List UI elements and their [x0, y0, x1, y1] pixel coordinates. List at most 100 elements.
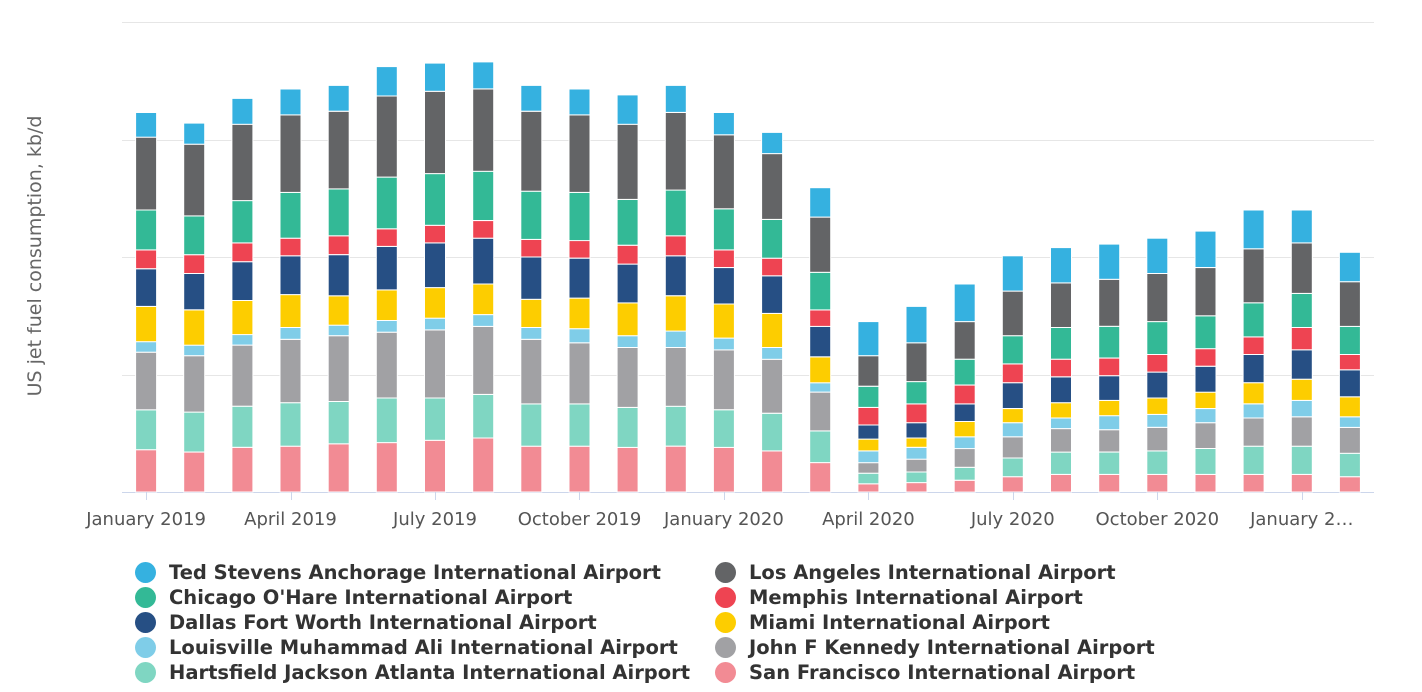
- bar-segment[interactable]: [279, 237, 302, 257]
- bar-segment[interactable]: [1290, 209, 1313, 244]
- bar-segment[interactable]: [135, 112, 158, 138]
- bar-segment[interactable]: [472, 314, 495, 327]
- bar-segment[interactable]: [1194, 230, 1217, 269]
- bar-segment[interactable]: [953, 448, 976, 468]
- bar-segment[interactable]: [1098, 278, 1121, 327]
- bar-segment[interactable]: [135, 351, 158, 411]
- bar-segment[interactable]: [1338, 251, 1361, 283]
- bar-segment[interactable]: [1338, 416, 1361, 428]
- bar-segment[interactable]: [664, 295, 687, 332]
- bar-segment[interactable]: [761, 312, 784, 348]
- bar-segment[interactable]: [279, 191, 302, 239]
- legend-item[interactable]: Los Angeles International Airport: [715, 561, 1275, 584]
- bar-segment[interactable]: [424, 329, 446, 399]
- bar-segment[interactable]: [664, 84, 687, 113]
- bar-segment[interactable]: [712, 267, 735, 305]
- bar-segment[interactable]: [231, 123, 254, 202]
- bar-segment[interactable]: [1146, 473, 1169, 493]
- bar-segment[interactable]: [472, 170, 495, 221]
- legend-item[interactable]: Hartsfield Jackson Atlanta International…: [135, 661, 715, 684]
- bar-segment[interactable]: [761, 412, 784, 452]
- bar-segment[interactable]: [953, 421, 976, 438]
- bar-segment[interactable]: [135, 268, 158, 307]
- bar-segment[interactable]: [712, 349, 735, 411]
- bar-segment[interactable]: [761, 131, 784, 155]
- bar-segment[interactable]: [375, 228, 398, 247]
- bar-segment[interactable]: [809, 356, 832, 384]
- bar-segment[interactable]: [809, 216, 832, 273]
- legend-item[interactable]: Ted Stevens Anchorage International Airp…: [135, 561, 715, 584]
- bar-segment[interactable]: [1098, 375, 1121, 401]
- bar-segment[interactable]: [1146, 321, 1169, 356]
- bar-segment[interactable]: [1001, 382, 1024, 410]
- bar-segment[interactable]: [761, 218, 784, 259]
- bar-segment[interactable]: [1290, 416, 1313, 447]
- bar-segment[interactable]: [1146, 450, 1169, 475]
- bar-segment[interactable]: [327, 110, 350, 190]
- bar-segment[interactable]: [1146, 426, 1169, 452]
- bar-segment[interactable]: [183, 411, 206, 453]
- bar-segment[interactable]: [183, 122, 206, 145]
- bar-segment[interactable]: [953, 479, 976, 493]
- bar-segment[interactable]: [1242, 417, 1265, 447]
- bar-segment[interactable]: [809, 325, 832, 358]
- bar-segment[interactable]: [1050, 247, 1072, 284]
- bar-segment[interactable]: [472, 394, 495, 439]
- bar-segment[interactable]: [1001, 476, 1024, 493]
- bar-segment[interactable]: [327, 235, 350, 256]
- bar-segment[interactable]: [279, 338, 302, 404]
- bar-segment[interactable]: [712, 446, 735, 493]
- bar-segment[interactable]: [1242, 473, 1265, 493]
- bar-segment[interactable]: [424, 439, 446, 493]
- bar-segment[interactable]: [616, 123, 639, 200]
- bar-segment[interactable]: [424, 224, 446, 244]
- bar-segment[interactable]: [231, 334, 254, 346]
- bar-segment[interactable]: [231, 200, 254, 244]
- bar-segment[interactable]: [1001, 363, 1024, 384]
- bar-segment[interactable]: [761, 358, 784, 414]
- bar-segment[interactable]: [664, 189, 687, 237]
- bar-segment[interactable]: [1194, 422, 1217, 450]
- bar-segment[interactable]: [712, 112, 735, 136]
- bar-segment[interactable]: [1050, 402, 1072, 419]
- bar-segment[interactable]: [905, 342, 928, 383]
- bar-segment[interactable]: [472, 61, 495, 90]
- bar-segment[interactable]: [857, 462, 880, 474]
- bar-segment[interactable]: [135, 136, 158, 211]
- bar-segment[interactable]: [1338, 426, 1361, 454]
- bar-segment[interactable]: [375, 176, 398, 230]
- bar-segment[interactable]: [905, 482, 928, 493]
- bar-segment[interactable]: [472, 283, 495, 316]
- bar-segment[interactable]: [1098, 325, 1121, 359]
- bar-segment[interactable]: [520, 110, 543, 192]
- bar-segment[interactable]: [1290, 242, 1313, 294]
- bar-segment[interactable]: [375, 320, 398, 333]
- bar-segment[interactable]: [1146, 397, 1169, 415]
- bar-segment[interactable]: [375, 289, 398, 321]
- bar-segment[interactable]: [568, 328, 591, 344]
- bar-segment[interactable]: [327, 254, 350, 297]
- bar-segment[interactable]: [1001, 290, 1024, 337]
- bar-segment[interactable]: [231, 405, 254, 448]
- bar-segment[interactable]: [183, 272, 206, 311]
- bar-segment[interactable]: [1242, 209, 1265, 250]
- bar-segment[interactable]: [1242, 354, 1265, 384]
- bar-segment[interactable]: [1001, 408, 1024, 424]
- bar-segment[interactable]: [953, 321, 976, 360]
- bar-segment[interactable]: [616, 406, 639, 448]
- bar-segment[interactable]: [279, 88, 302, 116]
- bar-segment[interactable]: [231, 261, 254, 302]
- bar-segment[interactable]: [905, 422, 928, 439]
- bar-segment[interactable]: [664, 235, 687, 257]
- bar-segment[interactable]: [1050, 417, 1072, 430]
- bar-segment[interactable]: [616, 263, 639, 304]
- bar-segment[interactable]: [183, 309, 206, 346]
- bar-segment[interactable]: [1338, 325, 1361, 355]
- bar-segment[interactable]: [1001, 335, 1024, 365]
- bar-segment[interactable]: [905, 446, 928, 460]
- bar-segment[interactable]: [664, 330, 687, 348]
- bar-segment[interactable]: [1001, 457, 1024, 478]
- bar-segment[interactable]: [1338, 452, 1361, 478]
- bar-segment[interactable]: [905, 458, 928, 473]
- bar-segment[interactable]: [616, 446, 639, 493]
